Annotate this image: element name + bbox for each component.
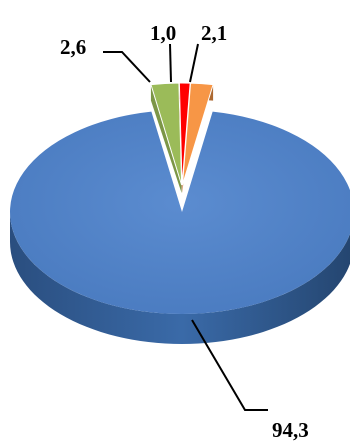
label-2-6: 2,6 (60, 35, 86, 59)
leader-line-94 (191, 319, 268, 411)
label-1-0: 1,0 (150, 21, 176, 45)
label-94-3: 94,3 (272, 418, 309, 442)
leader-line-2-1 (189, 43, 199, 83)
leader-line-2-6 (103, 51, 151, 83)
slice-94 (10, 111, 350, 314)
label-2-1: 2,1 (201, 21, 227, 45)
slice-2-1 (181, 82, 214, 186)
slice-side-94 (10, 212, 350, 344)
slice-2-6-wall (150, 84, 182, 193)
leader-line-1-0 (169, 43, 172, 83)
